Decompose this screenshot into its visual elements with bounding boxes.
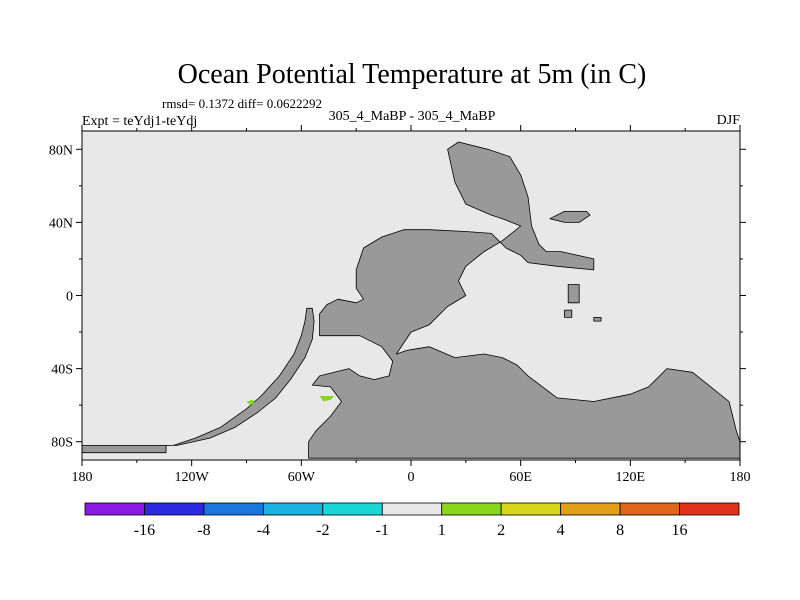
experiment-label: Expt = teYdj1-teYdj xyxy=(82,114,197,129)
colorbar-label: -8 xyxy=(197,522,210,539)
colorbar-swatch xyxy=(144,502,205,516)
colorbar-swatch xyxy=(262,502,324,516)
colorbar-label: 16 xyxy=(672,522,688,539)
map-plot xyxy=(81,130,741,461)
colorbar-label: -1 xyxy=(376,522,389,539)
x-tick-label: 0 xyxy=(408,470,415,485)
east-island-small-2 xyxy=(564,309,573,318)
colorbar-swatch xyxy=(84,502,145,516)
x-tick-label: 180 xyxy=(730,470,751,485)
chart-title: Ocean Potential Temperature at 5m (in C) xyxy=(178,59,647,90)
colorbar-label: 2 xyxy=(497,522,505,539)
x-tick-label: 180 xyxy=(72,470,93,485)
y-axis: 80N 40N 0 40S 80S xyxy=(49,143,746,451)
x-tick-label: 60E xyxy=(509,470,532,485)
season-label: DJF xyxy=(717,113,741,128)
anomaly-patch-east xyxy=(319,396,335,402)
colorbar-label: -4 xyxy=(257,522,270,539)
colorbar-label: -2 xyxy=(316,522,329,539)
colorbar-swatch xyxy=(619,502,680,516)
colorbar-swatch xyxy=(441,502,502,516)
stats-text: rmsd= 0.1372 diff= 0.0622292 xyxy=(162,96,322,111)
x-tick-label: 60W xyxy=(288,470,316,485)
colorbar-label: 1 xyxy=(438,522,446,539)
y-tick-label: 80S xyxy=(51,436,73,451)
colorbar-swatch xyxy=(560,502,621,516)
colorbar-swatch xyxy=(203,502,264,516)
east-island-large xyxy=(549,210,591,223)
colorbar-swatch xyxy=(500,502,562,516)
colorbar-swatch xyxy=(381,502,443,516)
y-tick-label: 0 xyxy=(66,290,73,305)
colorbar: -16 -8 -4 -2 -1 1 2 4 8 16 xyxy=(84,502,740,539)
east-island-small-3 xyxy=(593,316,602,322)
period-label: 305_4_MaBP - 305_4_MaBP xyxy=(329,109,496,124)
y-tick-label: 40N xyxy=(49,216,73,231)
y-tick-label: 40S xyxy=(51,363,73,378)
colorbar-swatch xyxy=(322,502,383,516)
x-tick-label: 120E xyxy=(616,470,646,485)
x-tick-label: 120W xyxy=(175,470,210,485)
east-island-small-1 xyxy=(567,284,580,304)
y-tick-label: 80N xyxy=(49,143,73,158)
colorbar-swatch xyxy=(679,502,740,516)
colorbar-label: 4 xyxy=(557,522,565,539)
pangea-main-land xyxy=(308,141,741,459)
pangea-west-land xyxy=(81,307,315,454)
colorbar-label: -16 xyxy=(134,522,155,539)
anomaly-patch-west xyxy=(246,399,254,406)
colorbar-label: 8 xyxy=(616,522,624,539)
x-axis: 180 120W 60W 0 60E 120E 180 xyxy=(72,125,751,485)
